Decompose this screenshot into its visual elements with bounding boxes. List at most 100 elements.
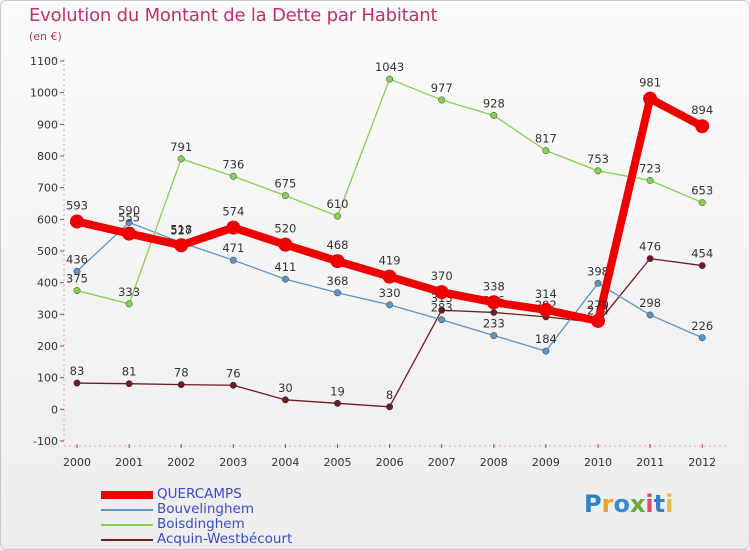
data-point: [438, 96, 446, 104]
x-tick-label: 2002: [167, 456, 195, 469]
data-point: [382, 269, 397, 284]
x-tick-label: 2006: [376, 456, 404, 469]
data-label: 298: [639, 296, 661, 310]
data-point: [229, 381, 237, 389]
data-label: 723: [639, 161, 661, 175]
y-tick-label: 100: [37, 372, 58, 385]
data-point: [334, 212, 341, 220]
data-label: 368: [327, 274, 349, 288]
data-point: [229, 172, 237, 180]
brand-letter: t: [653, 490, 666, 518]
y-tick-label: 400: [37, 277, 58, 290]
x-tick-label: 2001: [115, 456, 143, 469]
brand-letter: x: [629, 490, 646, 518]
brand-letter: P: [584, 490, 602, 518]
data-label: 928: [483, 96, 505, 110]
data-label: 476: [639, 240, 661, 254]
data-label: 520: [274, 222, 296, 236]
legend-swatch: [101, 509, 153, 511]
data-label: 1043: [375, 60, 404, 74]
data-label: 81: [122, 365, 137, 379]
data-point: [229, 256, 237, 264]
data-label: 419: [379, 254, 401, 268]
data-point: [646, 311, 654, 319]
data-point: [122, 226, 137, 241]
y-tick-label: -100: [33, 435, 58, 448]
x-tick-label: 2000: [63, 456, 91, 469]
data-label: 468: [327, 238, 349, 252]
data-point: [330, 254, 345, 269]
data-point: [698, 199, 706, 207]
data-point: [643, 91, 658, 106]
data-point: [174, 238, 189, 253]
data-point: [594, 167, 602, 175]
data-label: 590: [118, 204, 140, 218]
data-label: 184: [535, 332, 557, 346]
data-label: 78: [174, 366, 189, 380]
x-tick-label: 2004: [271, 456, 299, 469]
y-tick-label: 800: [37, 150, 58, 163]
y-tick-label: 0: [51, 403, 58, 416]
data-point: [73, 287, 81, 295]
x-tick-label: 2003: [219, 456, 247, 469]
legend-swatch: [101, 539, 153, 541]
data-point: [438, 316, 446, 324]
data-point: [646, 176, 654, 184]
data-label: 894: [691, 103, 713, 117]
x-tick-label: 2009: [532, 456, 560, 469]
data-label: 76: [226, 366, 241, 380]
data-point: [177, 155, 185, 163]
chart-title: Evolution du Montant de la Dette par Hab…: [29, 5, 438, 26]
data-label: 653: [691, 184, 713, 198]
brand-letter: r: [601, 490, 614, 518]
data-point: [538, 302, 553, 317]
x-tick-label: 2010: [584, 456, 612, 469]
data-label: 333: [118, 285, 140, 299]
data-point: [73, 267, 81, 275]
data-point: [486, 295, 501, 310]
data-label: 314: [535, 287, 557, 301]
data-label: 471: [222, 241, 244, 255]
brand-letter: i: [645, 490, 654, 518]
data-label: 19: [330, 384, 345, 398]
data-point: [226, 220, 241, 235]
data-label: 436: [66, 252, 88, 266]
y-tick-label: 300: [37, 308, 58, 321]
data-point: [698, 334, 706, 342]
data-point: [281, 396, 289, 404]
data-label: 226: [691, 319, 713, 333]
chart-subtitle: (en €): [29, 30, 62, 43]
y-tick-label: 900: [37, 118, 58, 131]
data-point: [594, 279, 602, 287]
legend-swatch: [101, 491, 153, 499]
data-label: 675: [274, 177, 296, 191]
x-tick-label: 2008: [480, 456, 508, 469]
data-label: 753: [587, 152, 609, 166]
x-tick-label: 2012: [688, 456, 716, 469]
data-label: 375: [66, 272, 88, 286]
data-label: 338: [483, 279, 505, 293]
data-label: 555: [118, 211, 140, 225]
x-tick-label: 2005: [324, 456, 352, 469]
data-label: 83: [70, 364, 85, 378]
legend-label: QUERCAMPS: [157, 486, 242, 502]
data-label: 279: [587, 298, 609, 312]
data-label: 610: [327, 197, 349, 211]
data-label: 574: [222, 205, 244, 219]
data-label: 981: [639, 76, 661, 90]
data-point: [278, 237, 293, 252]
legend-label: Acquin-Westbécourt: [157, 531, 293, 547]
data-point: [542, 147, 550, 155]
data-point: [281, 275, 289, 283]
y-tick-label: 1000: [30, 87, 58, 100]
data-point: [334, 289, 341, 297]
data-point: [490, 112, 498, 119]
data-point: [334, 399, 341, 407]
data-label: 370: [431, 269, 453, 283]
data-point: [646, 255, 654, 263]
brand-letter: o: [613, 490, 630, 518]
data-label: 233: [483, 317, 505, 331]
data-label: 398: [587, 264, 609, 278]
